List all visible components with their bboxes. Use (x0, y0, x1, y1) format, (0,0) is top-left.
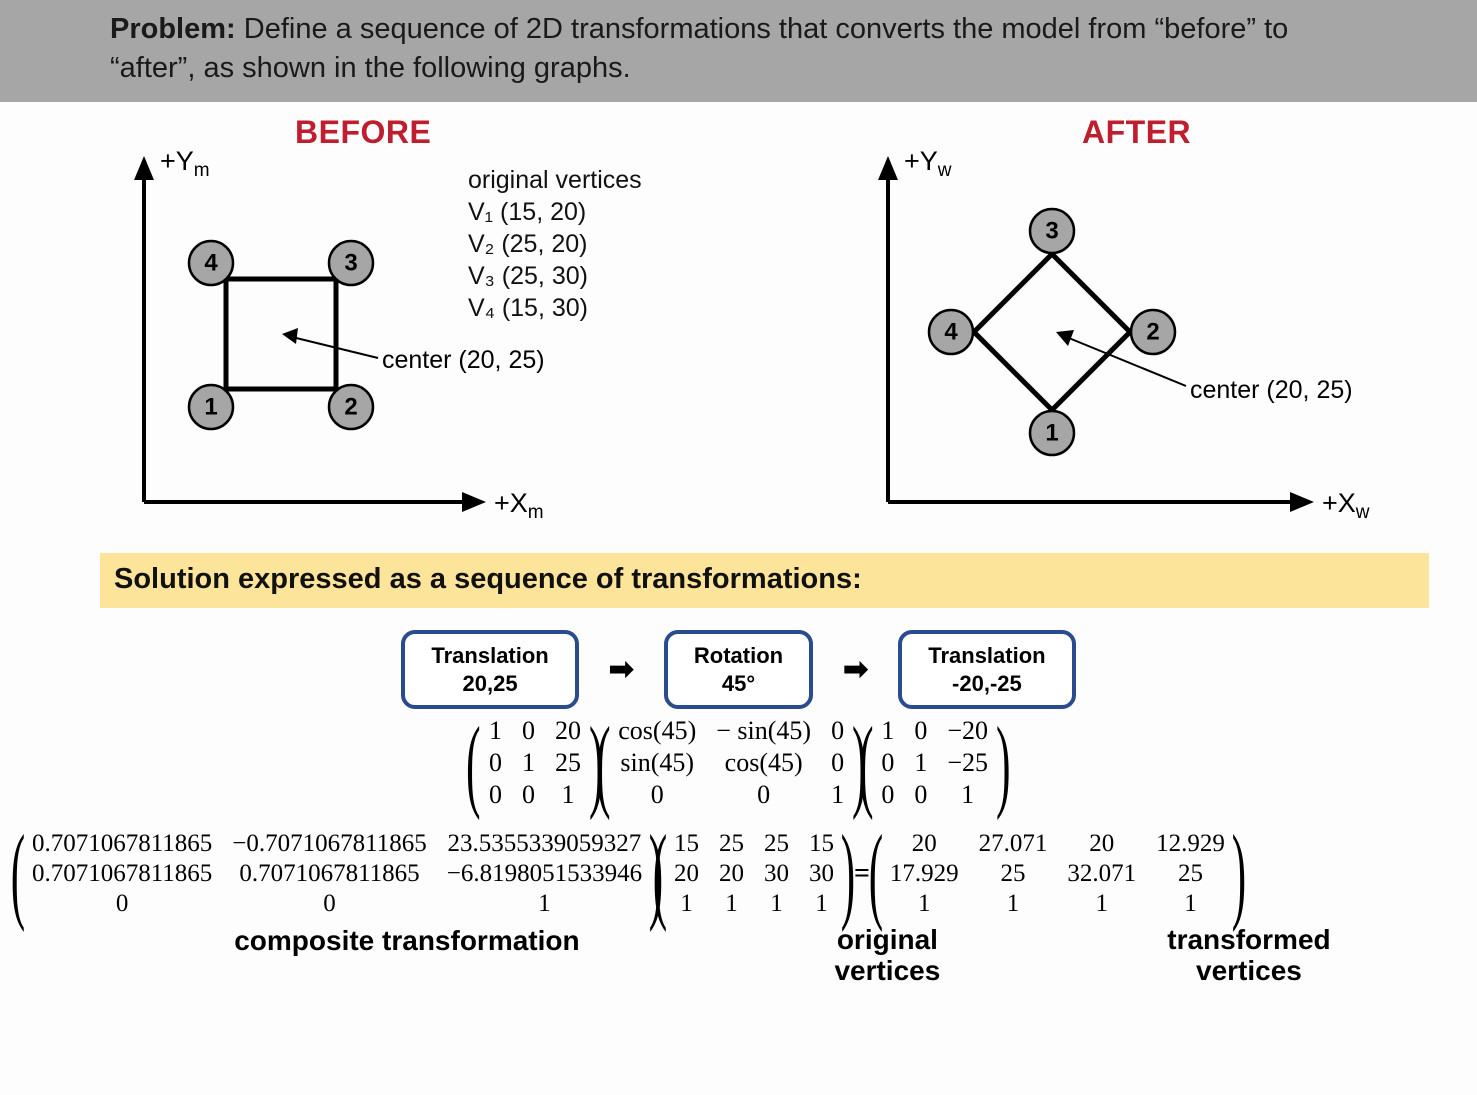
matrix-result-row: ( 0.7071067811865−0.707106781186523.5355… (0, 829, 1477, 923)
arrow-icon: ➡ (609, 652, 634, 687)
before-y-axis-label: +Ym (160, 146, 210, 181)
label-original: original vertices (734, 925, 1041, 987)
matrix-vertices-original: 15252515 20203030 1111 (664, 829, 844, 919)
step-rotation: Rotation 45° (664, 630, 813, 709)
solution-title: Solution expressed as a sequence of tran… (100, 553, 1429, 608)
before-diagram: BEFORE 4 3 1 2 (70, 114, 790, 549)
after-v4: 4 (944, 319, 958, 346)
after-y-axis-label: +Yw (904, 146, 952, 181)
label-transformed: transformed vertices (1041, 925, 1457, 987)
before-v4: 4 (204, 250, 218, 277)
step-translation-1: Translation 20,25 (401, 630, 578, 709)
after-title: AFTER (1082, 114, 1191, 151)
after-diagram: AFTER 3 2 4 1 +Yw +X (830, 114, 1460, 549)
matrix-T2: 10−20 01−25 001 (871, 715, 998, 811)
before-center-label: center (20, 25) (382, 346, 545, 375)
vertex-v1: V₁ (15, 20) (468, 196, 642, 228)
matrix-R: cos(45)− sin(45)0 sin(45)cos(45)0 001 (608, 715, 854, 811)
before-x-axis-label: +Xm (494, 488, 544, 523)
matrix-product-row: ( 1020 0125 001 ) ( cos(45)− sin(45)0 si… (0, 715, 1477, 811)
problem-text: Define a sequence of 2D transformations … (110, 13, 1288, 84)
vertex-v4: V₄ (15, 30) (468, 292, 642, 324)
matrix-T1: 1020 0125 001 (479, 715, 591, 811)
problem-statement: Problem: Define a sequence of 2D transfo… (0, 0, 1477, 102)
step-translation-2: Translation -20,-25 (898, 630, 1075, 709)
diagrams-row: BEFORE 4 3 1 2 (0, 102, 1477, 553)
before-v2: 2 (344, 394, 357, 421)
after-x-axis-label: +Xw (1322, 488, 1370, 523)
label-composite: composite transformation (20, 925, 734, 987)
after-v3: 3 (1045, 218, 1058, 245)
vertex-list-title: original vertices (468, 164, 642, 196)
steps-row: Translation 20,25 ➡ Rotation 45° ➡ Trans… (0, 630, 1477, 709)
bottom-labels: composite transformation original vertic… (0, 923, 1477, 1011)
arrow-icon: ➡ (843, 652, 868, 687)
vertex-v2: V₂ (25, 20) (468, 228, 642, 260)
after-svg: 3 2 4 1 +Yw +Xw (830, 114, 1460, 544)
matrix-vertices-transformed: 2027.0712012.929 17.9292532.07125 1111 (880, 829, 1235, 919)
vertex-list: original vertices V₁ (15, 20) V₂ (25, 20… (468, 164, 642, 324)
after-v1: 1 (1045, 420, 1058, 447)
after-v2: 2 (1146, 319, 1159, 346)
after-center-label: center (20, 25) (1190, 376, 1353, 405)
matrix-composite: 0.7071067811865−0.707106781186523.535533… (22, 829, 652, 919)
before-title: BEFORE (295, 114, 431, 151)
problem-label: Problem: (110, 13, 236, 45)
before-v3: 3 (344, 250, 357, 277)
before-svg: 4 3 1 2 +Ym +Xm (70, 114, 790, 544)
vertex-v3: V₃ (25, 30) (468, 260, 642, 292)
before-v1: 1 (204, 394, 217, 421)
